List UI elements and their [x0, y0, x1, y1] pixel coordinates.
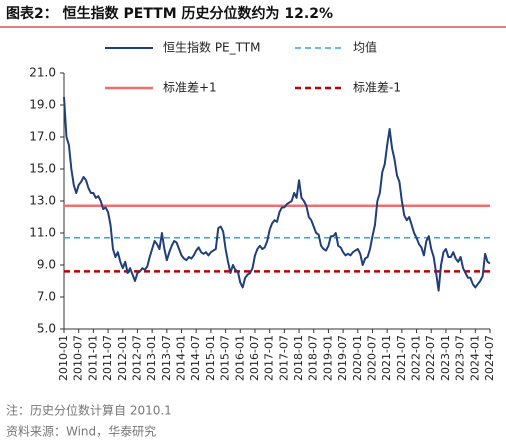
y-tick-label: 17.0: [29, 130, 56, 144]
x-tick-label: 2010-07: [72, 335, 85, 381]
x-tick-label: 2012-01: [116, 335, 129, 381]
x-tick-label: 2021-07: [395, 335, 408, 381]
x-tick-label: 2010-01: [57, 335, 70, 381]
x-tick-label: 2022-01: [410, 335, 423, 381]
x-tick-label: 2017-07: [277, 335, 290, 381]
x-tick-label: 2011-01: [86, 335, 99, 381]
x-tick-label: 2022-07: [424, 335, 437, 381]
x-tick-label: 2024-01: [468, 335, 481, 381]
x-tick-label: 2017-01: [263, 335, 276, 381]
x-tick-label: 2021-01: [380, 335, 393, 381]
x-tick-label: 2012-07: [130, 335, 143, 381]
x-tick-label: 2014-07: [189, 335, 202, 381]
legend-label: 恒生指数 PE_TTM: [163, 40, 260, 55]
x-tick-label: 2016-07: [248, 335, 261, 381]
x-tick-label: 2024-07: [483, 335, 496, 381]
x-tick-label: 2019-07: [336, 335, 349, 381]
y-tick-label: 21.0: [29, 66, 56, 80]
y-tick-label: 5.0: [37, 322, 56, 336]
chart-title: 图表2： 恒生指数 PETTM 历史分位数约为 12.2%: [6, 5, 333, 22]
x-tick-label: 2013-01: [145, 335, 158, 381]
y-tick-label: 11.0: [29, 226, 56, 240]
x-tick-label: 2015-07: [219, 335, 232, 381]
source: 资料来源：Wind，华泰研究: [6, 424, 156, 439]
x-tick-label: 2013-07: [160, 335, 173, 381]
x-tick-label: 2023-07: [454, 335, 467, 381]
y-tick-label: 9.0: [37, 258, 56, 272]
note: 注：历史分位数计算自 2010.1: [6, 403, 172, 418]
x-tick-label: 2018-01: [292, 335, 305, 381]
x-tick-label: 2018-07: [307, 335, 320, 381]
data-line: [63, 96, 491, 292]
legend-label: 标准差+1: [163, 81, 217, 95]
x-tick-label: 2011-07: [101, 335, 114, 381]
y-tick-label: 15.0: [29, 162, 56, 176]
y-tick-label: 13.0: [29, 194, 56, 208]
x-tick-label: 2019-01: [321, 335, 334, 381]
x-tick-label: 2023-01: [439, 335, 452, 381]
x-tick-label: 2014-01: [175, 335, 188, 381]
x-tick-label: 2016-01: [233, 335, 246, 381]
x-tick-label: 2015-01: [204, 335, 217, 381]
y-tick-label: 19.0: [29, 98, 56, 112]
x-tick-label: 2020-07: [365, 335, 378, 381]
x-tick-label: 2020-01: [351, 335, 364, 381]
legend-label: 均值: [353, 40, 377, 55]
y-tick-label: 7.0: [37, 290, 56, 304]
legend-label: 标准差-1: [353, 81, 401, 95]
